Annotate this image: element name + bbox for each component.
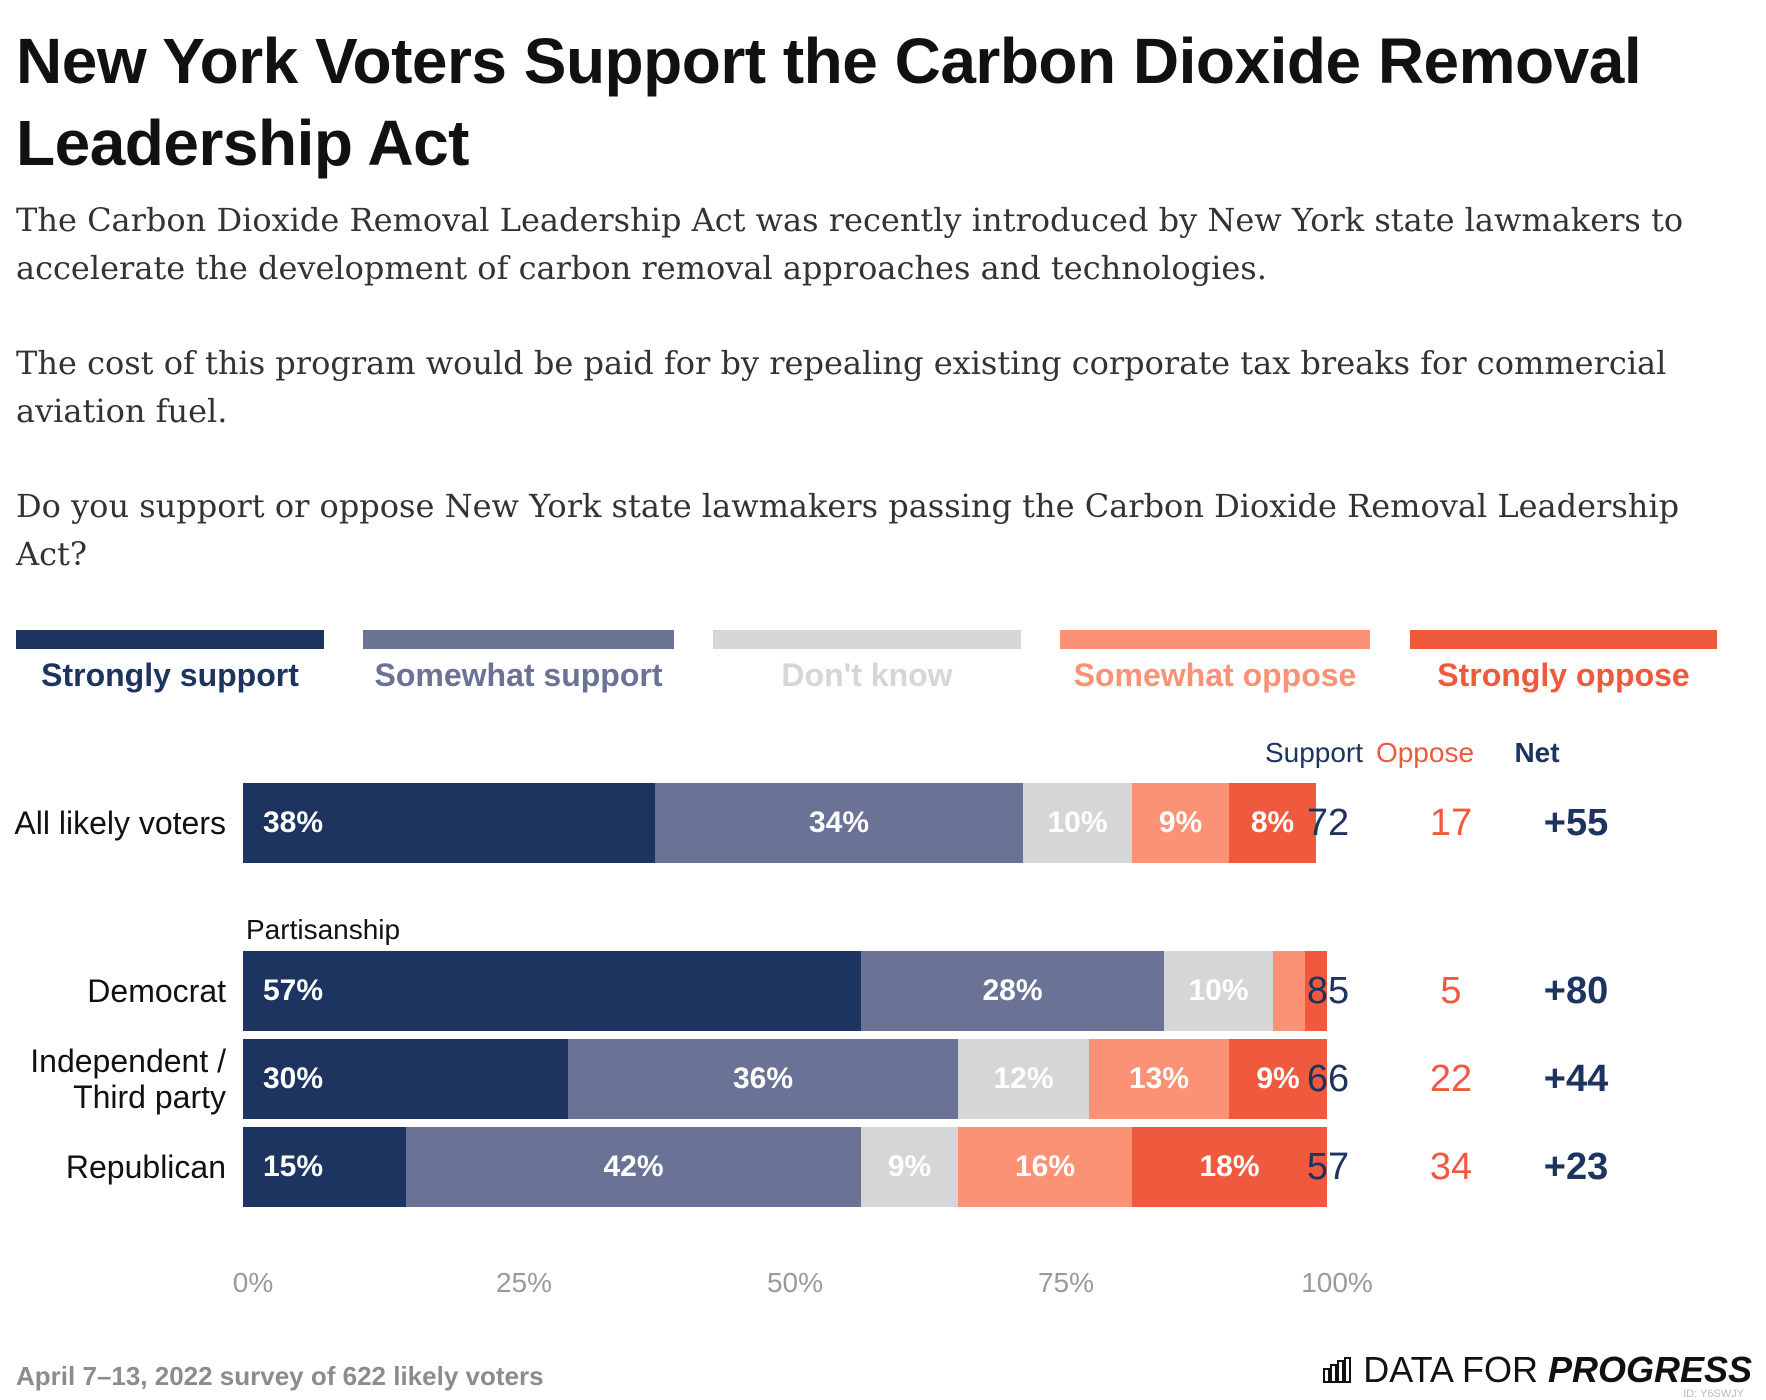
bar-segment: 30% [243, 1039, 568, 1119]
data-label: 9% [887, 1150, 932, 1183]
brand-text-bold: PROGRESS [1547, 1349, 1752, 1390]
data-label: 38% [263, 806, 324, 839]
bar-segment [1273, 951, 1305, 1031]
data-label: 9% [1158, 806, 1203, 839]
bar-segment: 28% [861, 951, 1164, 1031]
legend-item: Strongly oppose [1410, 630, 1717, 693]
x-tick-label: 0% [232, 1267, 274, 1298]
bar-segment [1305, 951, 1327, 1031]
description-paragraph-2: The cost of this program would be paid f… [16, 344, 1667, 430]
data-label: 34% [808, 806, 870, 839]
data-label: 42% [603, 1150, 664, 1183]
legend-swatch [1060, 630, 1370, 649]
category-label: Democrat [87, 973, 226, 1009]
data-label: 8% [1250, 806, 1295, 839]
bar-row: Independent / Third party 30% 36% 12% 13% 9% 6… [0, 1039, 1766, 1119]
support-value: 85 [1306, 969, 1350, 1012]
bar-segment: 15% [243, 1127, 406, 1207]
data-for-progress-logo: DATA FOR PROGRESS [1323, 1349, 1752, 1391]
oppose-value: 5 [1440, 969, 1462, 1012]
data-label: 10% [1047, 806, 1108, 839]
legend-swatch [16, 630, 324, 649]
data-label: 57% [263, 974, 324, 1007]
net-value: +44 [1543, 1057, 1609, 1100]
support-value: 72 [1306, 801, 1350, 844]
brand-text-light: DATA FOR [1363, 1349, 1538, 1390]
data-label: 36% [732, 1062, 794, 1095]
bar-segment: 18% [1132, 1127, 1327, 1207]
bar-chart-icon [1323, 1357, 1352, 1383]
data-label: 9% [1256, 1062, 1300, 1095]
oppose-column-header: Oppose [1375, 737, 1475, 768]
bar-segment: 8% [1229, 783, 1316, 863]
data-label: 18% [1199, 1150, 1260, 1183]
bar-segment: 38% [243, 783, 655, 863]
oppose-value: 22 [1429, 1057, 1473, 1100]
oppose-value: 34 [1429, 1145, 1473, 1188]
x-tick-label: 100% [1301, 1267, 1373, 1298]
bar-row: Republican 15% 42% 9% 16% 18% 57 34 +23 [0, 1127, 1766, 1207]
data-label: 13% [1128, 1062, 1190, 1095]
category-label: Independent / Third party [30, 1043, 226, 1115]
bar-segment: 13% [1089, 1039, 1229, 1119]
data-label: 12% [993, 1062, 1054, 1095]
data-label: 16% [1014, 1150, 1076, 1183]
legend-label: Strongly oppose [1437, 657, 1690, 693]
chart-title: New York Voters Support the Carbon Dioxi… [16, 25, 1642, 179]
bar-segment: 9% [1229, 1039, 1327, 1119]
net-column-header: Net [1514, 737, 1560, 768]
legend-label: Somewhat support [374, 657, 663, 693]
net-value: +23 [1543, 1145, 1609, 1188]
legend-item: Strongly support [16, 630, 324, 693]
legend-label: Strongly support [41, 657, 299, 693]
oppose-value: 17 [1429, 801, 1473, 844]
chart-id: ID: Y6SWJY [1683, 1388, 1744, 1400]
support-value: 57 [1306, 1145, 1350, 1188]
net-value: +80 [1543, 969, 1609, 1012]
x-tick-label: 50% [766, 1267, 824, 1298]
legend-item: Don't know [713, 630, 1021, 693]
description-paragraph-1: The Carbon Dioxide Removal Leadership Ac… [16, 201, 1684, 287]
legend-swatch [713, 630, 1021, 649]
data-label: 30% [263, 1062, 324, 1095]
survey-question: Do you support or oppose New York state … [16, 487, 1680, 573]
bar-segment: 12% [958, 1039, 1089, 1119]
survey-footnote: April 7–13, 2022 survey of 622 likely vo… [16, 1361, 544, 1391]
bar-segment: 34% [655, 783, 1023, 863]
bar-segment: 9% [1132, 783, 1229, 863]
partisanship-group-label: Partisanship [246, 914, 401, 945]
bar-segment: 36% [568, 1039, 958, 1119]
net-value: +55 [1543, 801, 1609, 844]
legend-item: Somewhat oppose [1060, 630, 1370, 693]
category-label: All likely voters [14, 805, 226, 841]
category-label: Republican [65, 1149, 226, 1185]
legend-swatch [363, 630, 674, 649]
legend-label: Somewhat oppose [1073, 657, 1357, 693]
bar-segment: 9% [861, 1127, 958, 1207]
x-tick-label: 75% [1037, 1267, 1095, 1298]
support-column-header: Support [1264, 737, 1364, 768]
legend-swatch [1410, 630, 1717, 649]
bar-segment: 16% [958, 1127, 1132, 1207]
bar-segment: 42% [406, 1127, 861, 1207]
bar-row: All likely voters 38% 34% 10% 9% 8% 72 17 +55 [0, 783, 1766, 863]
bar-segment: 57% [243, 951, 861, 1031]
x-tick-label: 25% [495, 1267, 553, 1298]
support-value: 66 [1306, 1057, 1350, 1100]
data-label: 10% [1188, 974, 1249, 1007]
bar-segment: 10% [1164, 951, 1273, 1031]
legend-item: Somewhat support [363, 630, 674, 693]
bar-row: Democrat 57% 28% 10% 85 5 +80 [0, 951, 1766, 1031]
data-label: 28% [982, 974, 1043, 1007]
bar-segment: 10% [1023, 783, 1132, 863]
legend-label: Don't know [781, 657, 953, 693]
data-label: 15% [263, 1150, 324, 1183]
